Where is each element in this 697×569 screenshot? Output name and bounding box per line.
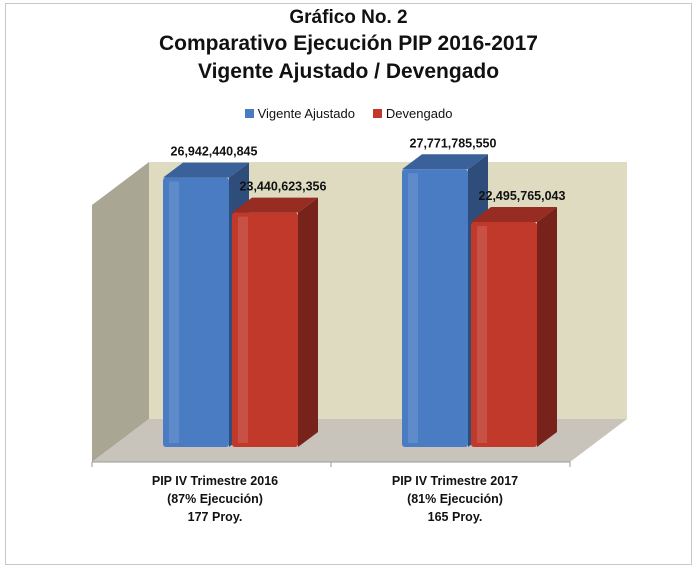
chart-number: Gráfico No. 2 bbox=[289, 7, 408, 28]
category-2017-line3: 165 Proy. bbox=[427, 510, 483, 524]
bar-side-devengado-2017 bbox=[537, 207, 557, 447]
category-2016-line1: PIP IV Trimestre 2016 bbox=[151, 474, 279, 488]
data-label-devengado-2016: 23,440,623,356 bbox=[240, 180, 327, 194]
bar-highlight-vigente-2017 bbox=[408, 173, 418, 443]
bar-highlight-devengado-2016 bbox=[238, 216, 248, 443]
bar-devengado-2016 bbox=[232, 212, 298, 447]
category-label-2016: PIP IV Trimestre 2016 (87% Ejecución) 17… bbox=[105, 472, 325, 526]
chart-subtitle: Vigente Ajustado / Devengado bbox=[197, 60, 500, 83]
category-2016-line3: 177 Proy. bbox=[187, 510, 243, 524]
bar-top-vigente-2017 bbox=[402, 154, 488, 170]
legend: Vigente Ajustado Devengado bbox=[0, 106, 697, 121]
chart-title-block: Gráfico No. 2 Comparativo Ejecución PIP … bbox=[0, 6, 697, 86]
bar-top-devengado-2016 bbox=[232, 197, 318, 213]
legend-label-devengado: Devengado bbox=[385, 106, 453, 121]
category-2017-line1: PIP IV Trimestre 2017 bbox=[391, 474, 519, 488]
data-label-vigente-2017: 27,771,785,550 bbox=[410, 136, 497, 150]
legend-item-devengado: Devengado bbox=[372, 106, 453, 121]
bar-top-vigente-2016 bbox=[163, 162, 249, 178]
legend-swatch-vigente bbox=[244, 109, 254, 118]
category-2016-line2: (87% Ejecución) bbox=[167, 492, 263, 506]
bar-vigente-2017 bbox=[402, 169, 468, 447]
category-2017-line2: (81% Ejecución) bbox=[407, 492, 503, 506]
chart-title: Comparativo Ejecución PIP 2016-2017 bbox=[159, 32, 538, 55]
data-label-devengado-2017: 22,495,765,043 bbox=[479, 189, 566, 203]
legend-swatch-devengado bbox=[372, 109, 382, 118]
bar-devengado-2017 bbox=[471, 222, 537, 447]
category-label-2017: PIP IV Trimestre 2017 (81% Ejecución) 16… bbox=[345, 472, 565, 526]
bar-highlight-vigente-2016 bbox=[169, 181, 179, 443]
bar-vigente-2016 bbox=[163, 177, 229, 447]
chart-side-wall bbox=[92, 162, 149, 462]
bar-highlight-devengado-2017 bbox=[477, 226, 487, 443]
legend-label-vigente: Vigente Ajustado bbox=[257, 106, 355, 121]
bar-top-devengado-2017 bbox=[471, 207, 557, 223]
bar-side-devengado-2016 bbox=[298, 197, 318, 447]
legend-item-vigente: Vigente Ajustado bbox=[244, 106, 355, 121]
data-label-vigente-2016: 26,942,440,845 bbox=[171, 145, 258, 159]
